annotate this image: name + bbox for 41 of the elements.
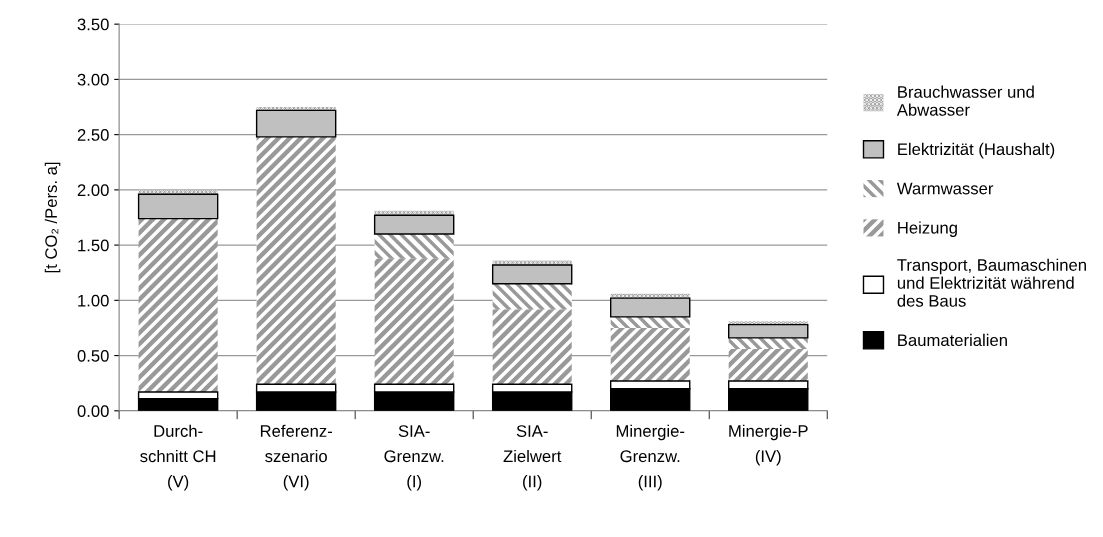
- y-tick-label: 2.50: [77, 129, 109, 141]
- y-tick-label: 0.00: [77, 405, 109, 418]
- y-tick-label: 2.00: [77, 184, 109, 197]
- legend-label: Heizung: [898, 221, 957, 237]
- x-tick-label: SIA- Grenzw. (I): [384, 425, 444, 491]
- x-tick-label: SIA- Zielwert (II): [503, 425, 562, 491]
- bar: [138, 189, 218, 195]
- bar: [609, 297, 691, 318]
- bar: [256, 107, 336, 111]
- y-tick-label: 0.50: [77, 349, 109, 362]
- bar: [374, 210, 454, 216]
- x-tick-label: Referenz- szenario (VI): [260, 424, 333, 491]
- legend-label: Brauchwasser und Abwasser: [896, 85, 1034, 116]
- x-tick-label: Durch- schnitt CH (V): [140, 424, 216, 491]
- bar: [256, 136, 336, 385]
- bar: [373, 214, 455, 235]
- y-tick-label: 1.50: [78, 239, 109, 252]
- bar: [138, 218, 218, 393]
- bar: [374, 234, 454, 259]
- bar: [492, 283, 572, 310]
- bar: [728, 348, 808, 381]
- y-tick-label: 3.50: [77, 18, 109, 31]
- legend-label: Transport, Baumaschinen und Elektrizität während des Baus: [897, 258, 1086, 307]
- bar: [610, 316, 690, 328]
- bar: [728, 323, 809, 339]
- legend-label: Baumaterialien: [898, 333, 1007, 347]
- x-tick-label: Minergie- Grenzw. (III): [616, 424, 685, 491]
- bar: [728, 321, 808, 325]
- y-axis-title: [t CO₂ /Pers. a]: [44, 162, 61, 273]
- y-tick-label: 3.00: [77, 73, 109, 86]
- legend-label: Elektrizität (Haushalt): [898, 142, 1055, 159]
- bar: [610, 327, 690, 381]
- bar: [374, 258, 454, 385]
- bar: [491, 264, 573, 285]
- bar: [728, 337, 808, 349]
- legend-label: Warmwasser: [896, 182, 994, 195]
- bar: [255, 109, 337, 138]
- y-tick-label: 1.00: [78, 294, 109, 307]
- x-tick-label: Minergie-P (IV): [729, 424, 808, 466]
- bar: [492, 309, 572, 385]
- bar: [137, 193, 219, 220]
